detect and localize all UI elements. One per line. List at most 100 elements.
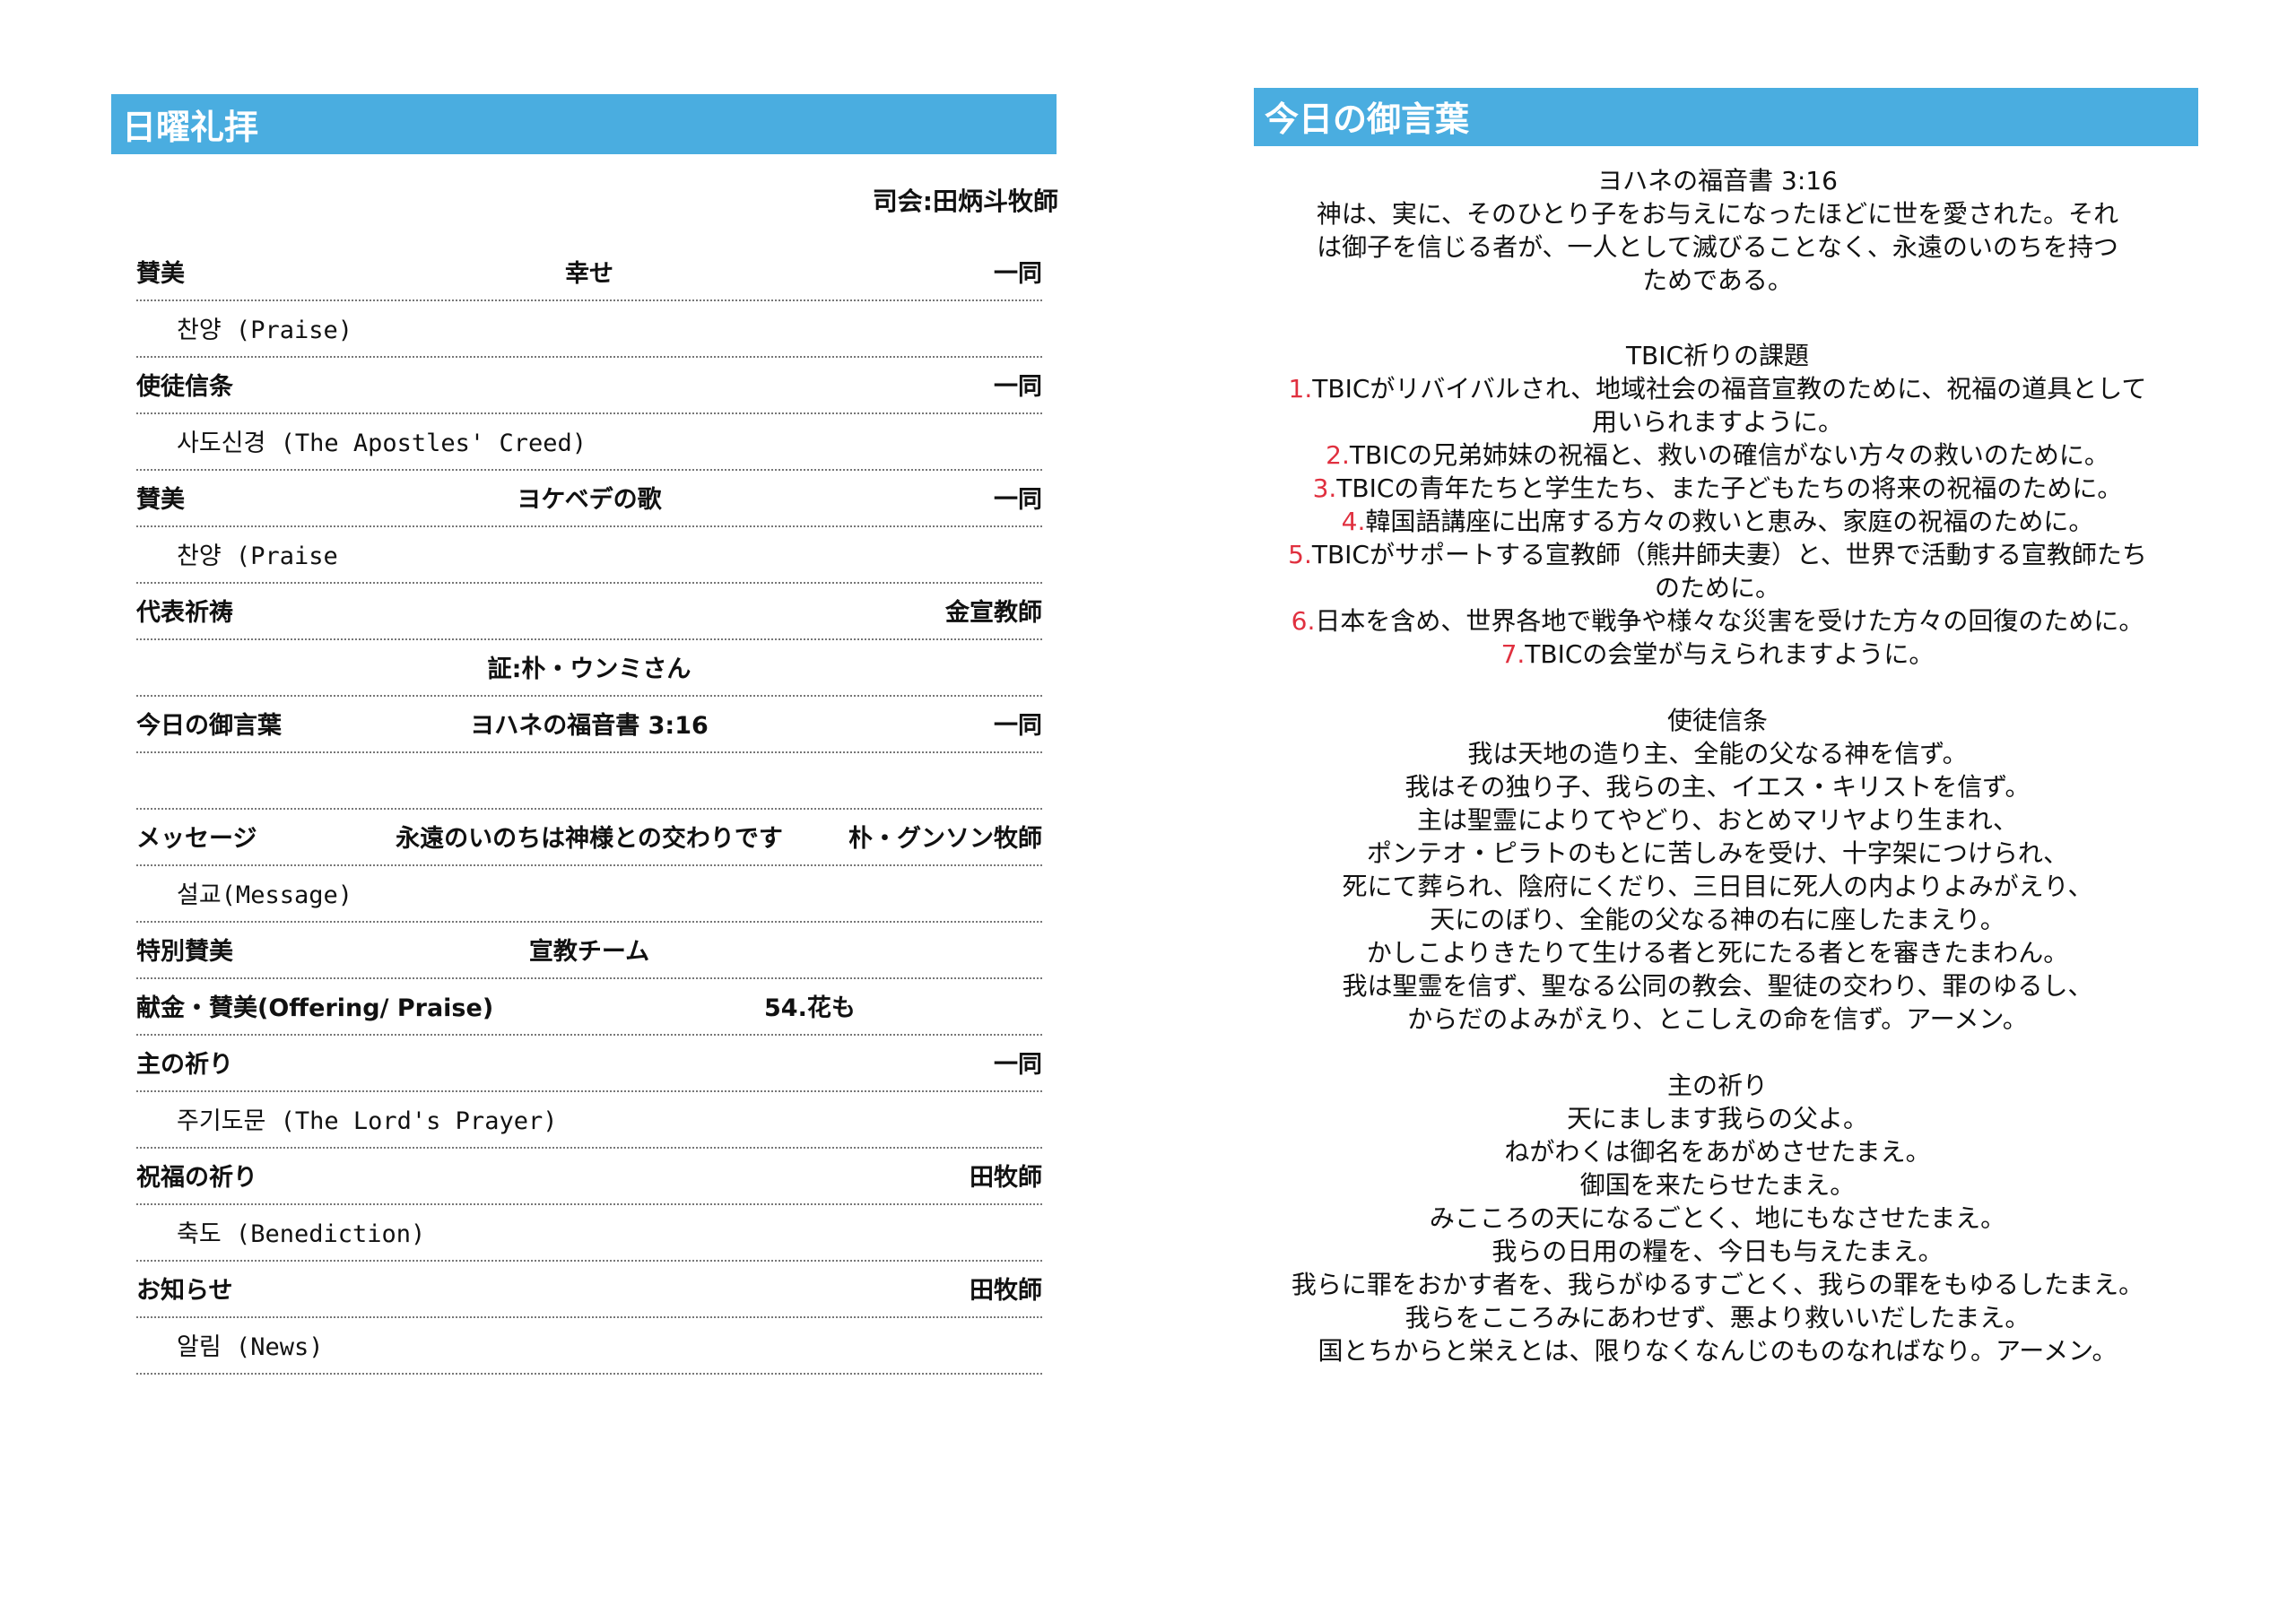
row-label: 祝福の祈り (136, 1164, 257, 1192)
prayer-item: 6.日本を含め、世界各地で戦争や様々な災害を受けた方々の回復のために。 (1251, 604, 2184, 638)
row-leader: 一同 (994, 373, 1042, 401)
text-line: からだのよみがえり、とこしえの命を信ず。アーメン。 (1407, 1004, 2028, 1034)
prayer-item: 7.TBICの会堂が与えられますように。 (1251, 638, 2184, 671)
service-row: 特別賛美 宣教チーム (136, 923, 1042, 979)
word-content: ヨハネの福音書 3:16 神は、実に、そのひとり子をお与えになったほどに世を愛さ… (1251, 164, 2184, 1367)
prayer-item: 3.TBICの青年たちと学生たち、また子どもたちの将来の祝福のために。 (1251, 472, 2184, 505)
prayer-item: のために。 (1251, 571, 2184, 604)
presider: 司会:田炳斗牧師 (872, 187, 1058, 216)
row-label: 使徒信条 (136, 373, 233, 401)
prayer-text: TBICがリバイバルされ、地域社会の福音宣教のために、祝福の道具として (1312, 374, 2147, 404)
worship-header: 日曜礼拝 (111, 94, 1057, 154)
row-label: 賛美 (136, 260, 185, 288)
row-subtitle: 찬양 (Praise) (177, 317, 352, 344)
text-line: 御国を来たらせたまえ。 (1579, 1170, 1856, 1200)
service-row: メッセージ 永遠のいのちは神様との交わりです 朴・グンソン牧師 (136, 810, 1042, 866)
row-subtitle: 사도신경 (The Apostles' Creed) (177, 430, 587, 457)
row-subtitle: 찬양 (Praise (177, 542, 338, 570)
service-row: 주기도문 (The Lord's Prayer) (136, 1092, 1042, 1149)
service-row: 賛美 幸せ 一同 (136, 245, 1042, 301)
service-row: 使徒信条 一同 (136, 358, 1042, 414)
service-row (136, 753, 1042, 810)
row-subtitle: 주기도문 (The Lord's Prayer) (177, 1107, 558, 1135)
text-line: 我はその独り子、我らの主、イエス・キリストを信ず。 (1405, 772, 2031, 802)
prayer-text: TBICの会堂が与えられますように。 (1525, 639, 1935, 669)
text-line: 天にのぼり、全能の父なる神の右に座したまえり。 (1430, 905, 2005, 934)
service-row: 主の祈り 一同 (136, 1036, 1042, 1092)
creed-text: 我は天地の造り主、全能の父なる神を信ず。我はその独り子、我らの主、イエス・キリス… (1251, 737, 2184, 1036)
service-row: 献金・賛美(Offering/ Praise) 54.花も (136, 979, 1042, 1036)
row-center: 幸せ (565, 260, 613, 288)
row-leader: 一同 (994, 712, 1042, 740)
text-line: ポンテオ・ピラトのもとに苦しみを受け、十字架につけられ、 (1366, 838, 2069, 868)
worship-title: 日曜礼拝 (122, 108, 259, 147)
row-label: 特別賛美 (136, 938, 233, 966)
row-subtitle: 축도 (Benediction) (177, 1220, 426, 1248)
service-row: 証:朴・ウンミさん (136, 640, 1042, 697)
creed-title: 使徒信条 (1666, 706, 1768, 735)
text-line: ねがわくは御名をあがめさせたまえ。 (1504, 1137, 1931, 1167)
lords-prayer-title: 主の祈り (1666, 1071, 1768, 1100)
word-header: 今日の御言葉 (1254, 88, 2198, 146)
row-subtitle: 설교(Message) (177, 881, 352, 909)
prayer-number: 7. (1500, 639, 1526, 669)
service-row: 알림 (News) (136, 1318, 1042, 1375)
row-label: 賛美 (136, 486, 185, 514)
word-title: 今日の御言葉 (1265, 100, 1470, 139)
service-row: 사도신경 (The Apostles' Creed) (136, 414, 1042, 471)
row-label: 代表祈祷 (136, 599, 233, 627)
prayer-list: 1.TBICがリバイバルされ、地域社会の福音宣教のために、祝福の道具として 用いら… (1251, 372, 2184, 671)
prayer-text: TBICの兄弟姉妹の祝福と、救いの確信がない方々の救いのために。 (1349, 440, 2109, 470)
text-line: 我らの日用の糧を、今日も与えたまえ。 (1492, 1237, 1944, 1266)
text-line: 天にまします我らの父よ。 (1566, 1104, 1868, 1133)
prayer-number: 6. (1291, 606, 1316, 636)
row-subtitle: 알림 (News) (177, 1333, 324, 1361)
text-line: 死にて葬られ、陰府にくだり、三日目に死人の内よりよみがえり、 (1342, 872, 2093, 901)
row-label: 今日の御言葉 (136, 712, 282, 740)
prayer-title: TBIC祈りの課題 (1625, 341, 1810, 370)
service-row: 祝福の祈り 田牧師 (136, 1149, 1042, 1205)
text-line: 我は聖霊を信ず、聖なる公同の教会、聖徒の交わり、罪のゆるし、 (1342, 971, 2093, 1001)
prayer-item: 4.韓国語講座に出席する方々の救いと恵み、家庭の祝福のために。 (1251, 505, 2184, 538)
prayer-number: 1. (1288, 374, 1313, 404)
row-center: 永遠のいのちは神様との交わりです (396, 825, 783, 853)
service-row: 찬양 (Praise (136, 527, 1042, 584)
row-leader: 朴・グンソン牧師 (848, 825, 1042, 853)
text-line: かしこよりきたりて生ける者と死にたる者とを審きたまわん。 (1366, 938, 2069, 968)
service-row: 今日の御言葉 ヨハネの福音書 3:16 一同 (136, 697, 1042, 753)
prayer-number: 4. (1341, 507, 1366, 536)
verse-ref: ヨハネの福音書 3:16 (1597, 166, 1838, 195)
row-label: メッセージ (136, 825, 257, 853)
prayer-item: 2.TBICの兄弟姉妹の祝福と、救いの確信がない方々の救いのために。 (1251, 438, 2184, 472)
text-line: 神は、実に、そのひとり子をお与えになったほどに世を愛された。それ (1316, 199, 2119, 229)
prayer-text: 用いられますように。 (1591, 407, 1843, 437)
order-of-service: 賛美 幸せ 一同 찬양 (Praise) 使徒信条 一同 사도신경 (The Apostle… (136, 245, 1042, 1375)
row-label: 主の祈り (136, 1051, 233, 1079)
row-hymn: 54.花も (764, 994, 856, 1022)
prayer-text: TBICがサポートする宣教師（熊井師夫妻）と、世界で活動する宣教師たち (1311, 540, 2147, 569)
text-line: 我らをこころみにあわせず、悪より救いいだしたまえ。 (1405, 1303, 2031, 1332)
prayer-text: 韓国語講座に出席する方々の救いと恵み、家庭の祝福のために。 (1365, 507, 2094, 536)
prayer-item: 1.TBICがリバイバルされ、地域社会の福音宣教のために、祝福の道具として (1251, 372, 2184, 405)
prayer-text: TBICの青年たちと学生たち、また子どもたちの将来の祝福のために。 (1336, 473, 2123, 503)
prayer-item: 用いられますように。 (1251, 405, 2184, 438)
prayer-text: のために。 (1654, 573, 1780, 603)
prayer-text: 日本を含め、世界各地で戦争や様々な災害を受けた方々の回復のために。 (1315, 606, 2144, 636)
row-leader: 田牧師 (970, 1164, 1042, 1192)
row-leader: 一同 (994, 486, 1042, 514)
prayer-number: 3. (1312, 473, 1337, 503)
row-leader: 金宣教師 (945, 599, 1042, 627)
text-line: 主は聖霊によりてやどり、おとめマリヤより生まれ、 (1416, 805, 2019, 835)
service-row: 찬양 (Praise) (136, 301, 1042, 358)
row-center: ヨケベデの歌 (517, 486, 662, 514)
text-line: 我は天地の造り主、全能の父なる神を信ず。 (1467, 739, 1968, 768)
text-line: みこころの天になるごとく、地にもなさせたまえ。 (1429, 1203, 2006, 1233)
service-row: 설교(Message) (136, 866, 1042, 923)
prayer-number: 5. (1288, 540, 1312, 569)
text-line: 国とちからと栄えとは、限りなくなんじのものなればなり。アーメン。 (1318, 1336, 2118, 1366)
row-leader: 一同 (994, 260, 1042, 288)
row-label: 献金・賛美(Offering/ Praise) (136, 994, 494, 1022)
row-center: ヨハネの福音書 3:16 (470, 712, 709, 740)
row-label: お知らせ (136, 1277, 233, 1305)
prayer-item: 5.TBICがサポートする宣教師（熊井師夫妻）と、世界で活動する宣教師たち (1251, 538, 2184, 571)
